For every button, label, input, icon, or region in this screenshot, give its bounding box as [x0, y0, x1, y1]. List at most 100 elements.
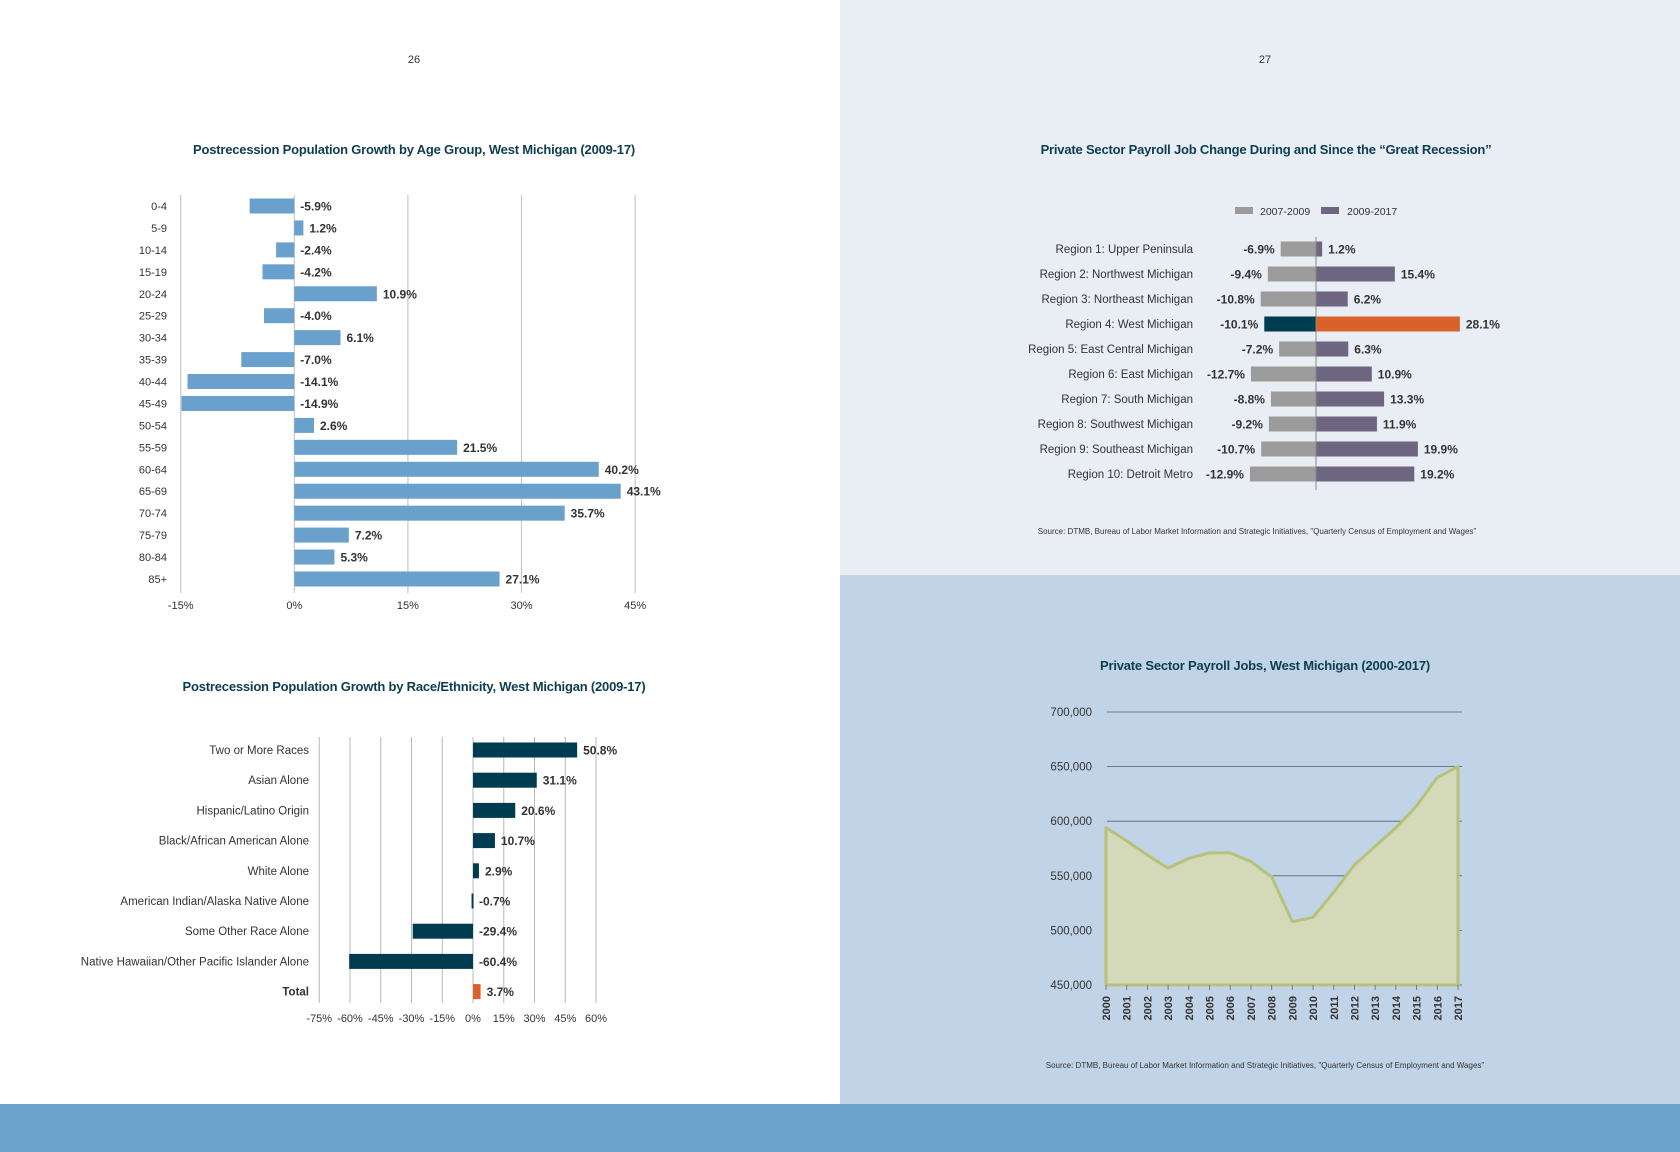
job-change-bar-2009-2017 [1316, 316, 1460, 332]
age-chart-title: Postrecession Population Growth by Age G… [193, 142, 635, 157]
age-bar [294, 439, 458, 455]
job-change-value-2009-2017: 13.3% [1390, 393, 1424, 407]
job-change-bar-2007-2009 [1264, 316, 1316, 332]
region-label: Region 8: Southwest Michigan [1038, 419, 1193, 431]
age-bar [294, 527, 349, 543]
race-category-label: Two or More Races [209, 745, 309, 757]
race-category-label: Some Other Race Alone [185, 926, 309, 938]
race-x-tick-label: -75% [306, 1013, 332, 1025]
payroll-y-tick-label: 600,000 [1050, 816, 1092, 828]
job-change-bar-2007-2009 [1280, 241, 1316, 257]
job-change-bar-2009-2017 [1316, 416, 1377, 432]
job-change-value-2007-2009: -12.7% [1207, 368, 1245, 382]
age-category-label: 85+ [148, 574, 167, 586]
legend-label: 2009-2017 [1347, 206, 1397, 218]
age-value-label: -7.0% [300, 353, 332, 367]
age-bar [294, 571, 500, 587]
region-label: Region 4: West Michigan [1065, 319, 1193, 331]
age-category-label: 55-59 [139, 442, 167, 454]
age-bar [294, 417, 314, 433]
age-category-label: 20-24 [139, 289, 167, 301]
payroll-year-label: 2010 [1308, 996, 1320, 1020]
job-change-value-2007-2009: -7.2% [1242, 343, 1274, 357]
job-change-value-2009-2017: 19.9% [1424, 443, 1458, 457]
age-category-label: 70-74 [139, 508, 167, 520]
legend-label: 2007-2009 [1260, 206, 1310, 218]
race-value-label: -29.4% [479, 925, 517, 939]
job-change-bar-2007-2009 [1267, 266, 1316, 282]
payroll-year-label: 2006 [1225, 996, 1237, 1020]
job-change-bar-2009-2017 [1316, 341, 1349, 357]
payroll-year-label: 2012 [1349, 996, 1361, 1020]
race-value-label: 3.7% [487, 985, 515, 999]
payroll-year-label: 2002 [1142, 996, 1154, 1020]
payroll-y-tick-label: 500,000 [1050, 925, 1092, 937]
legend-swatch-2007-2009 [1235, 207, 1253, 214]
payroll-year-label: 2001 [1122, 996, 1134, 1020]
age-chart: -15% 0% 15% 30% 45% 0-4 -5.9% 5-9 1.2% 10-14 -2.4%… [139, 195, 661, 612]
job-change-bar-2007-2009 [1250, 366, 1316, 382]
age-bar [249, 198, 295, 214]
race-value-label: 31.1% [543, 774, 577, 788]
job-change-value-2007-2009: -9.2% [1232, 418, 1264, 432]
age-value-label: 27.1% [506, 572, 540, 586]
race-category-label: Native Hawaiian/Other Pacific Islander A… [81, 956, 309, 968]
age-value-label: -14.1% [300, 375, 338, 389]
payroll-year-label: 2016 [1432, 996, 1444, 1020]
age-category-label: 5-9 [151, 223, 167, 235]
race-chart-title: Postrecession Population Growth by Race/… [182, 679, 646, 694]
race-category-label: Hispanic/Latino Origin [196, 805, 309, 817]
job-change-value-2009-2017: 6.3% [1354, 343, 1382, 357]
region-label: Region 7: South Michigan [1061, 394, 1193, 406]
age-value-label: -2.4% [300, 243, 332, 257]
payroll-year-label: 2007 [1246, 996, 1258, 1020]
race-chart: -75% -60% -45% -30% -15% 0% 15% 30% 45% 60% Two or… [81, 737, 617, 1025]
payroll-y-tick-label: 450,000 [1050, 980, 1092, 992]
race-value-label: 50.8% [583, 744, 617, 758]
job-change-value-2007-2009: -6.9% [1243, 243, 1275, 257]
job-change-bar-2009-2017 [1316, 466, 1415, 482]
payroll-jobs-chart-title: Private Sector Payroll Jobs, West Michig… [1100, 658, 1430, 673]
age-value-label: 21.5% [463, 441, 497, 455]
payroll-year-label: 2004 [1184, 995, 1196, 1020]
payroll-year-label: 2000 [1101, 996, 1113, 1020]
job-change-bar-2007-2009 [1261, 441, 1316, 457]
age-bar [181, 395, 295, 411]
race-category-label: Total [282, 987, 309, 999]
age-bar [294, 220, 304, 236]
age-value-label: 10.9% [383, 287, 417, 301]
age-value-label: 35.7% [571, 507, 605, 521]
job-change-value-2009-2017: 28.1% [1466, 318, 1500, 332]
age-category-label: 25-29 [139, 311, 167, 323]
age-value-label: -14.9% [300, 397, 338, 411]
race-value-label: 2.9% [485, 864, 513, 878]
race-bar [473, 833, 495, 849]
payroll-y-tick-label: 550,000 [1050, 871, 1092, 883]
age-bar [294, 483, 621, 499]
age-category-label: 50-54 [139, 420, 167, 432]
payroll-year-label: 2008 [1267, 996, 1279, 1020]
job-change-value-2009-2017: 10.9% [1378, 368, 1412, 382]
job-change-value-2009-2017: 15.4% [1401, 268, 1435, 282]
race-category-label: Black/African American Alone [159, 836, 309, 848]
age-x-tick-label: 15% [397, 600, 419, 612]
job-change-bar-2009-2017 [1316, 366, 1372, 382]
race-x-tick-label: 45% [554, 1013, 576, 1025]
job-change-bar-2007-2009 [1249, 466, 1316, 482]
payroll-year-label: 2009 [1287, 996, 1299, 1020]
age-value-label: -4.2% [300, 265, 332, 279]
age-bar [294, 286, 377, 302]
age-bar [294, 330, 341, 346]
age-x-tick-label: 45% [624, 600, 646, 612]
age-bar [241, 352, 295, 368]
age-value-label: -4.0% [300, 309, 332, 323]
page-number-right: 27 [1258, 54, 1272, 66]
age-x-tick-label: 30% [510, 600, 532, 612]
race-x-tick-label: -60% [337, 1013, 363, 1025]
race-value-label: -0.7% [479, 895, 511, 909]
race-x-tick-label: 15% [493, 1013, 515, 1025]
age-value-label: 2.6% [320, 419, 348, 433]
age-category-label: 30-34 [139, 333, 167, 345]
age-category-label: 45-49 [139, 398, 167, 410]
